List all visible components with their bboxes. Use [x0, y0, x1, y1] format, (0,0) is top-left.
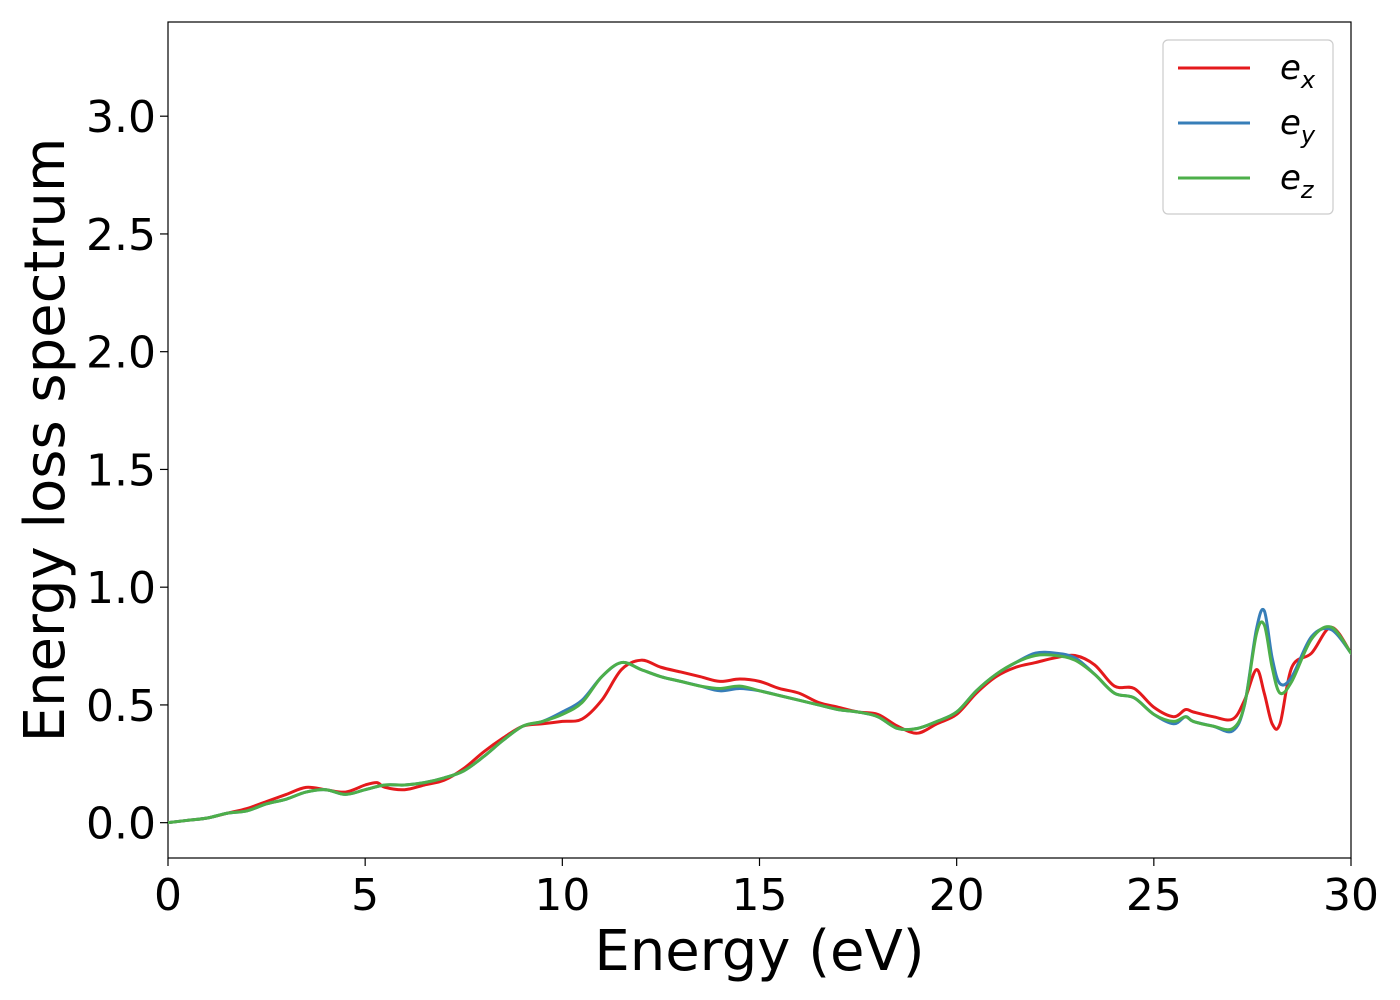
y-tick-label: 2.5 [86, 210, 156, 261]
y-axis-ticks: 0.0 0.5 1.0 1.5 2.0 2.5 3.0 [86, 92, 168, 850]
x-tick-label: 10 [534, 870, 590, 921]
y-tick-label: 0.0 [86, 799, 156, 850]
plot-frame [167, 21, 1352, 859]
x-tick-label: 15 [732, 870, 788, 921]
x-axis-title: Energy (eV) [594, 919, 924, 984]
x-tick-label: 30 [1323, 870, 1379, 921]
x-tick-label: 25 [1126, 870, 1182, 921]
y-tick-label: 1.5 [86, 445, 156, 496]
plot-area [167, 21, 1352, 859]
x-tick-label: 5 [351, 870, 379, 921]
x-axis-ticks: 0 5 10 15 20 25 30 [154, 858, 1379, 921]
y-tick-label: 3.0 [86, 92, 156, 143]
y-tick-label: 1.0 [86, 563, 156, 614]
series-line-e-z [168, 620, 1351, 825]
series-line-e-x [168, 625, 1351, 825]
y-tick-label: 0.5 [86, 681, 156, 732]
y-tick-label: 2.0 [86, 328, 156, 379]
legend-box [1162, 39, 1334, 215]
series-layer [168, 607, 1351, 825]
x-tick-label: 0 [154, 870, 182, 921]
y-axis-title: Energy loss spectrum [13, 138, 78, 743]
x-tick-label: 20 [929, 870, 985, 921]
